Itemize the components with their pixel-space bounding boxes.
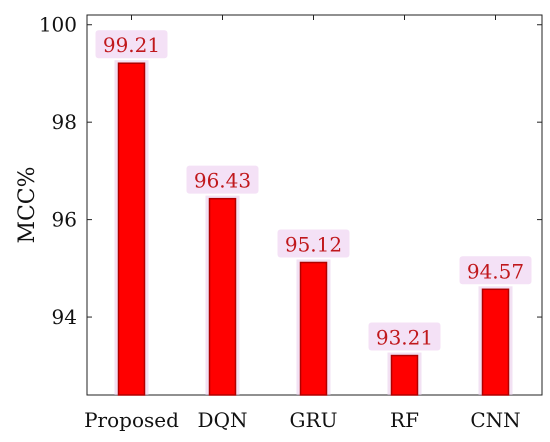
bar — [481, 288, 510, 396]
bar — [390, 354, 419, 396]
data-label-halo — [95, 30, 168, 59]
bar — [117, 62, 146, 396]
bars — [114, 60, 513, 396]
y-tick-label: 94 — [52, 305, 77, 329]
y-axis-title: MCC% — [15, 166, 40, 243]
y-tick-label: 96 — [52, 208, 77, 232]
y-axis: 94 96 98 100 — [39, 13, 542, 329]
data-label: 93.21 — [376, 326, 433, 350]
y-tick-label: 100 — [39, 13, 77, 37]
data-label-halo — [186, 165, 259, 194]
data-label-halo — [459, 256, 532, 285]
bar — [208, 197, 237, 396]
bar — [299, 261, 328, 396]
x-tick-label: CNN — [470, 408, 520, 432]
data-label: 96.43 — [194, 169, 251, 193]
data-label: 95.12 — [285, 232, 342, 256]
data-label-halo — [368, 322, 441, 351]
x-tick-label: DQN — [198, 408, 248, 432]
x-tick-label: RF — [390, 408, 419, 432]
x-tick-label: GRU — [290, 408, 338, 432]
data-label: 94.57 — [467, 259, 524, 283]
x-axis: Proposed DQN GRU RF CNN — [84, 15, 521, 432]
data-labels: 99.21 96.43 95.12 93.21 94.57 — [95, 30, 532, 351]
x-tick-label: Proposed — [84, 408, 179, 432]
data-label: 99.21 — [103, 33, 160, 57]
data-label-halo — [277, 229, 350, 258]
y-tick-label: 98 — [52, 110, 77, 134]
